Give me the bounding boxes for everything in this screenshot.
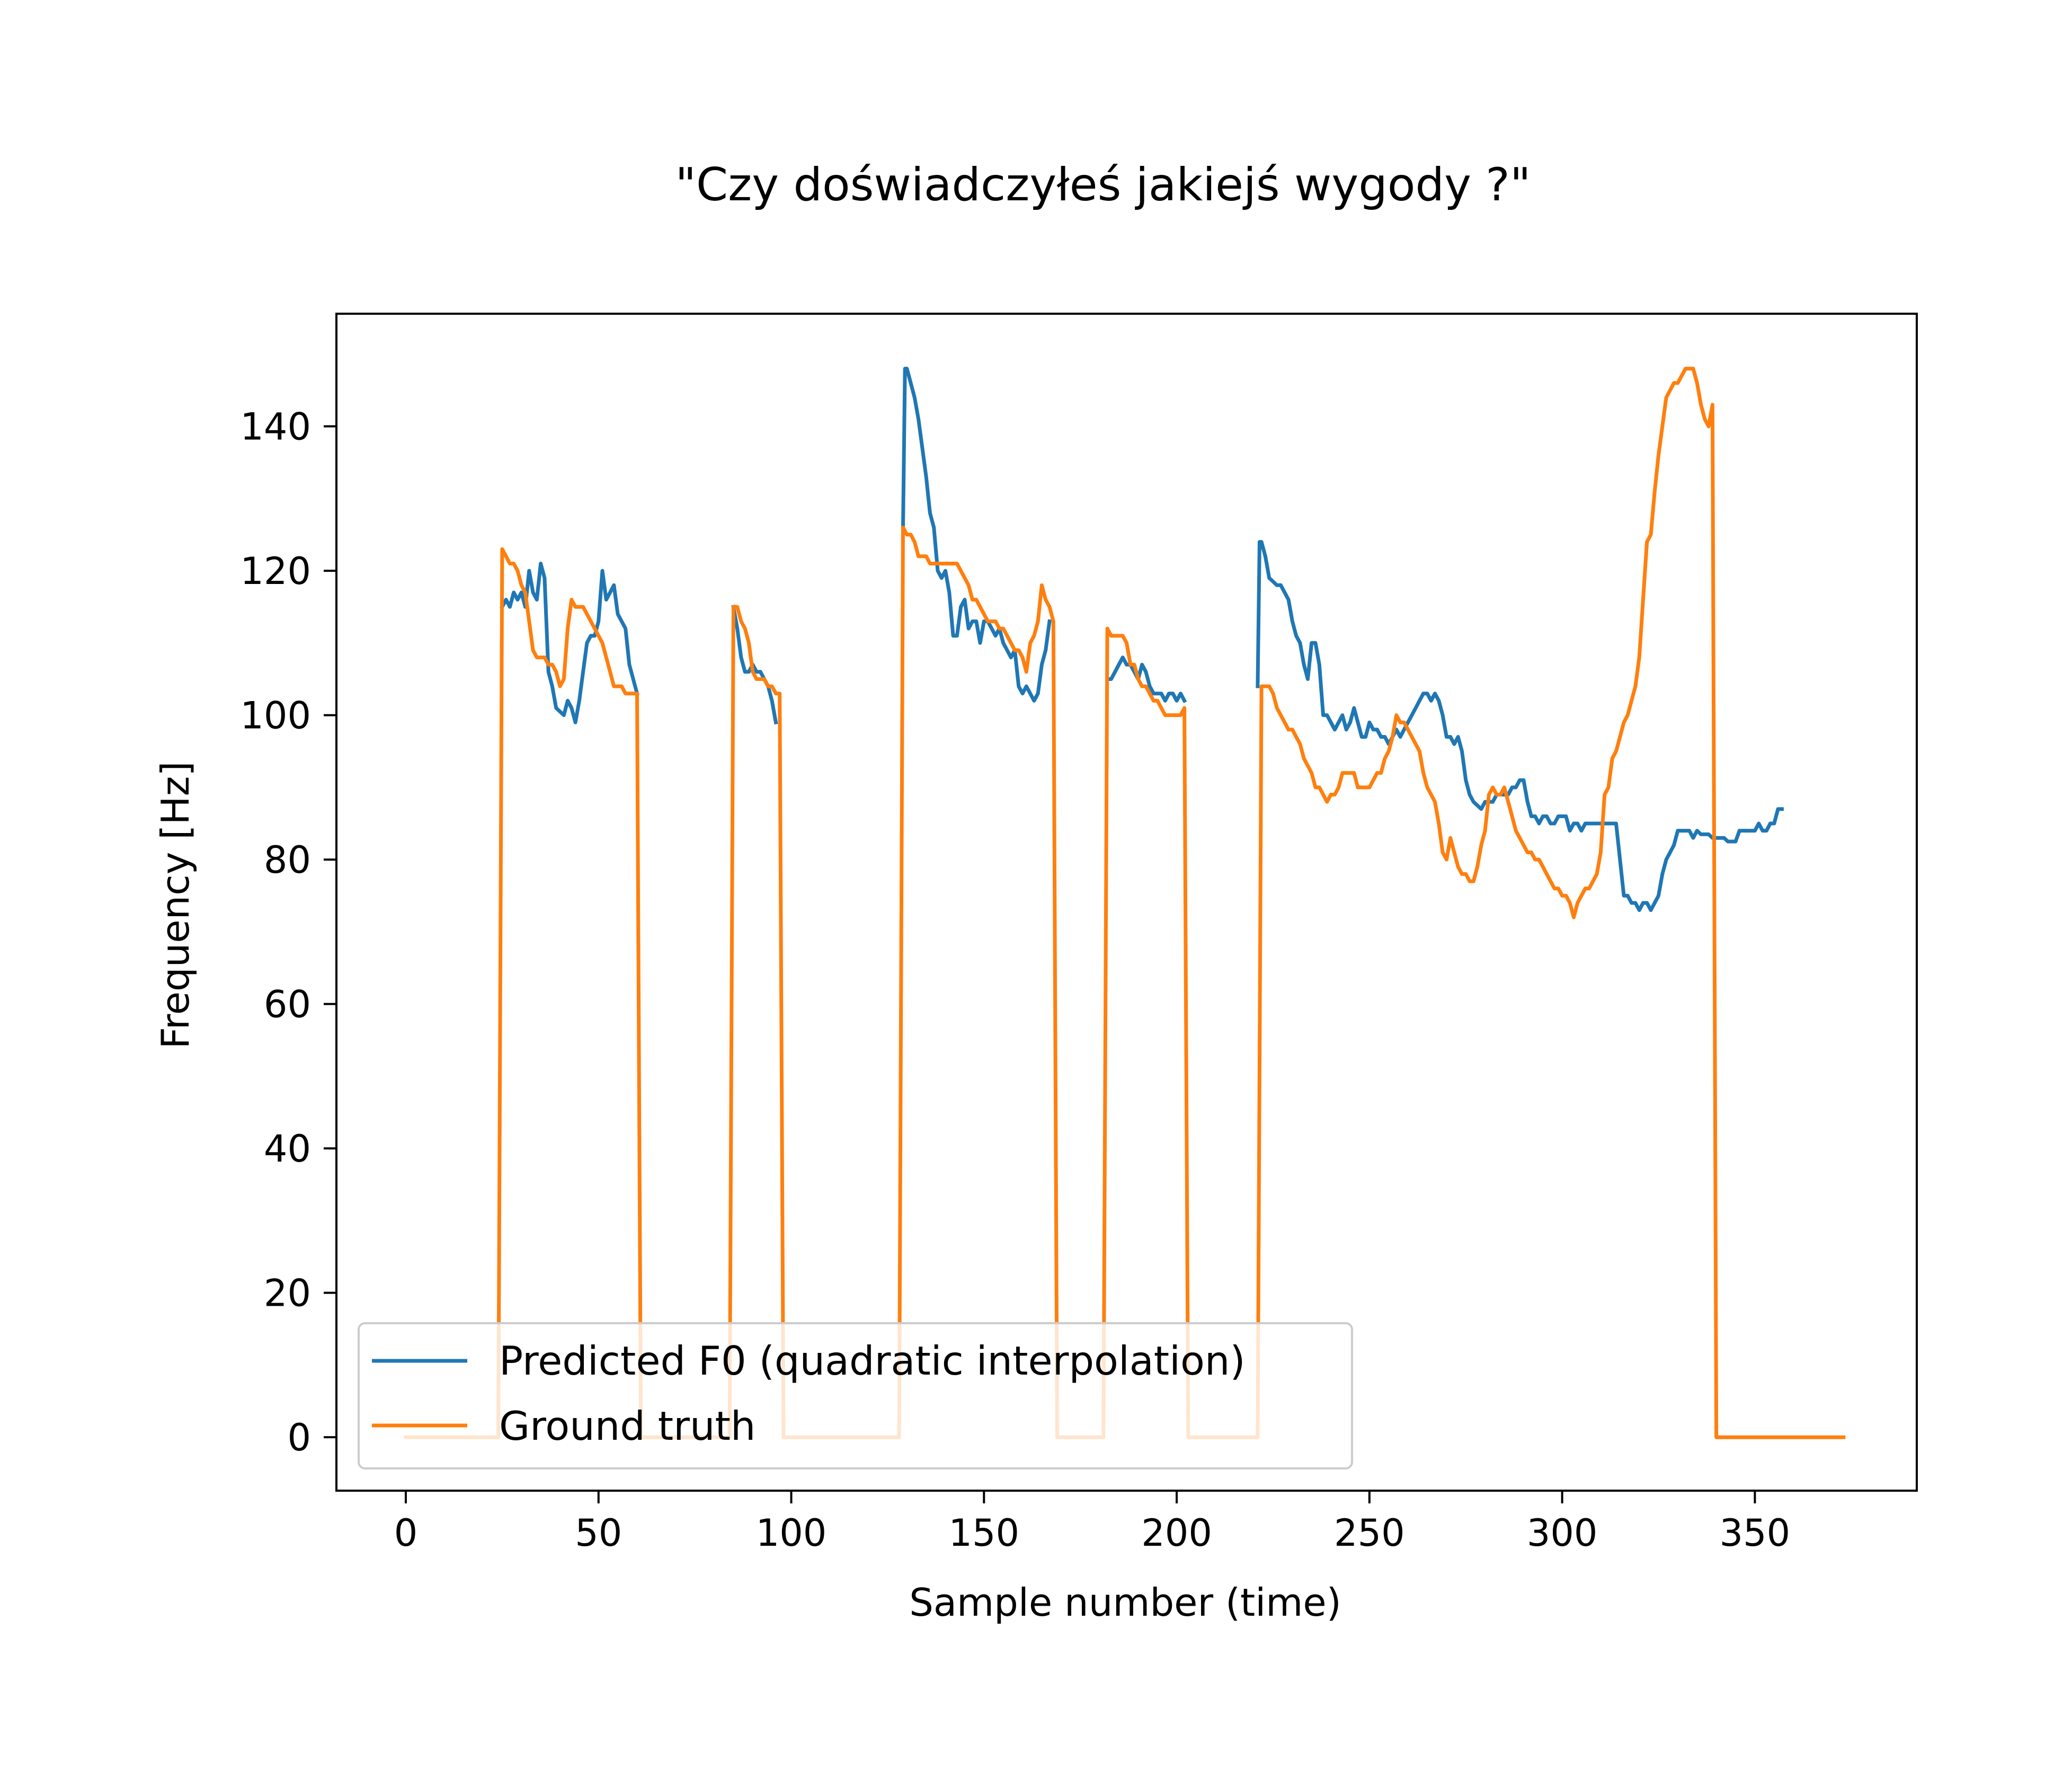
plot-frame — [335, 313, 1918, 1492]
plot-area — [404, 367, 1846, 1439]
legend: Predicted F0 (quadratic interpolation) G… — [358, 1322, 1353, 1469]
series-line-predicted — [731, 605, 778, 725]
x-tick-label: 200 — [1141, 1511, 1212, 1555]
series-line-predicted — [1105, 656, 1187, 704]
y-tick-label: 40 — [264, 1127, 311, 1171]
series-line-predicted — [500, 562, 639, 724]
y-tick-label: 20 — [264, 1272, 311, 1315]
legend-label-ground-truth: Ground truth — [499, 1403, 755, 1449]
y-tick-label: 0 — [287, 1416, 311, 1459]
series-line-predicted — [901, 367, 1052, 703]
x-tick-label: 150 — [948, 1511, 1019, 1555]
x-tick-label: 250 — [1334, 1511, 1405, 1555]
legend-box — [358, 1322, 1353, 1469]
series-line-predicted — [1256, 540, 1784, 912]
y-axis-label: Frequency [Hz] — [153, 761, 198, 1049]
y-tick-label: 80 — [264, 838, 311, 882]
x-tick-label: 300 — [1527, 1511, 1598, 1555]
y-tick-label: 120 — [240, 550, 311, 593]
x-axis-ticks: 0 50 100 150 200 250 300 350 — [394, 1491, 1791, 1555]
x-axis-label: Sample number (time) — [909, 1580, 1341, 1625]
x-tick-label: 350 — [1720, 1511, 1791, 1555]
y-tick-label: 60 — [264, 983, 311, 1026]
chart-title: "Czy doświadczyłeś jakiejś wygody ?" — [675, 158, 1531, 211]
legend-label-predicted: Predicted F0 (quadratic interpolation) — [499, 1338, 1246, 1384]
x-tick-label: 50 — [575, 1511, 622, 1555]
y-tick-label: 140 — [240, 405, 311, 449]
x-tick-label: 0 — [394, 1511, 418, 1555]
y-tick-label: 100 — [240, 694, 311, 738]
series-line-ground-truth — [404, 367, 1846, 1439]
x-tick-label: 100 — [756, 1511, 827, 1555]
y-axis-ticks: 0 20 40 60 80 100 120 140 — [240, 405, 336, 1459]
